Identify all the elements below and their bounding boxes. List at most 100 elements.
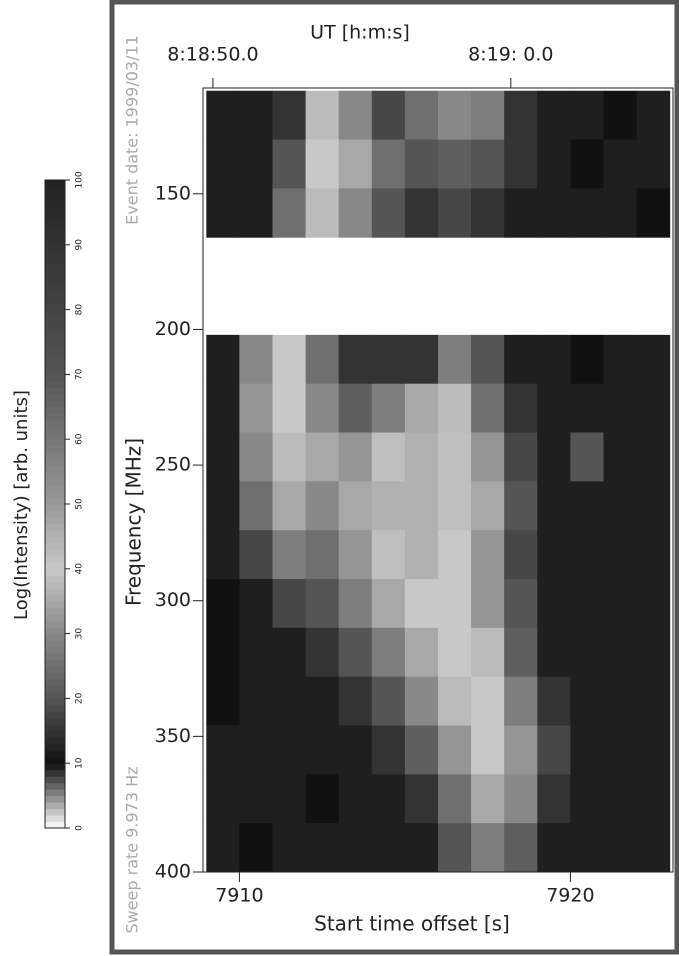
x-tick-label: 7910: [215, 885, 263, 907]
heatmap-cell: [637, 530, 671, 579]
heatmap-cell: [372, 481, 406, 530]
heatmap-cell: [239, 140, 273, 189]
colorbar-step: [45, 180, 65, 187]
heatmap-cell: [273, 384, 307, 433]
colorbar-step: [45, 420, 65, 427]
colorbar-step: [45, 348, 65, 355]
colorbar-step: [45, 666, 65, 673]
heatmap-cell: [273, 579, 307, 628]
y-tick-label: 400: [155, 861, 191, 883]
colorbar-step: [45, 789, 65, 796]
heatmap-cell: [438, 530, 472, 579]
heatmap-cell: [637, 433, 671, 482]
heatmap-cell: [537, 335, 571, 384]
heatmap-cell: [273, 433, 307, 482]
heatmap-cell: [504, 579, 538, 628]
colorbar-step: [45, 271, 65, 278]
heatmap-cell: [339, 140, 373, 189]
heatmap-cell: [239, 726, 273, 775]
colorbar-step: [45, 297, 65, 304]
heatmap-cell: [306, 677, 340, 726]
heatmap-cell: [637, 384, 671, 433]
colorbar-step: [45, 523, 65, 530]
heatmap-cell: [570, 433, 604, 482]
heatmap-cell: [637, 774, 671, 823]
x-tick-label: 7920: [546, 885, 594, 907]
heatmap-cell: [471, 530, 505, 579]
heatmap-cell: [206, 140, 240, 189]
colorbar-step: [45, 822, 65, 829]
heatmap-cell: [537, 433, 571, 482]
heatmap-cell: [504, 628, 538, 677]
colorbar-step: [45, 433, 65, 440]
top-tick-label: 8:18:50.0: [167, 44, 258, 66]
heatmap-cell: [471, 433, 505, 482]
heatmap-cell: [372, 628, 406, 677]
heatmap-cell: [339, 530, 373, 579]
heatmap-cell: [206, 823, 240, 872]
colorbar-step: [45, 582, 65, 589]
sweep-rate: Sweep rate 9.973 Hz: [123, 766, 142, 933]
colorbar-step: [45, 614, 65, 621]
heatmap-cell: [504, 774, 538, 823]
heatmap-cell: [570, 823, 604, 872]
colorbar-tick-label: 10: [75, 757, 85, 769]
colorbar-step: [45, 601, 65, 608]
colorbar-step: [45, 718, 65, 725]
colorbar-step: [45, 802, 65, 809]
colorbar-step: [45, 731, 65, 738]
heatmap-cell: [504, 384, 538, 433]
heatmap-cell: [239, 433, 273, 482]
heatmap-cell: [206, 530, 240, 579]
heatmap-cell: [273, 628, 307, 677]
y-axis-label: Frequency [MHz]: [122, 438, 146, 606]
heatmap-cell: [339, 91, 373, 140]
heatmap-cell: [405, 579, 439, 628]
heatmap-cell: [438, 774, 472, 823]
colorbar-step: [45, 329, 65, 336]
colorbar-tick-label: 90: [75, 239, 85, 251]
heatmap-cell: [405, 433, 439, 482]
heatmap-cell: [206, 726, 240, 775]
colorbar-step: [45, 575, 65, 582]
heatmap-cell: [206, 188, 240, 237]
colorbar-step: [45, 426, 65, 433]
colorbar-step: [45, 316, 65, 323]
heatmap-cell: [273, 335, 307, 384]
heatmap-cell: [603, 384, 637, 433]
colorbar-step: [45, 478, 65, 485]
heatmap-cell: [471, 91, 505, 140]
heatmap-cell: [471, 823, 505, 872]
colorbar-step: [45, 323, 65, 330]
heatmap-cell: [372, 726, 406, 775]
colorbar-step: [45, 284, 65, 291]
heatmap-cell: [239, 91, 273, 140]
colorbar-step: [45, 685, 65, 692]
heatmap-cell: [471, 774, 505, 823]
heatmap-cell: [537, 530, 571, 579]
heatmap-cell: [206, 384, 240, 433]
colorbar-step: [45, 608, 65, 615]
colorbar-step: [45, 672, 65, 679]
heatmap-cell: [273, 677, 307, 726]
heatmap-cell: [537, 579, 571, 628]
heatmap-cell: [603, 530, 637, 579]
heatmap-cell: [405, 823, 439, 872]
colorbar-step: [45, 277, 65, 284]
heatmap-cell: [306, 140, 340, 189]
heatmap-cell: [537, 91, 571, 140]
heatmap-cell: [339, 188, 373, 237]
colorbar-step: [45, 336, 65, 343]
colorbar-step: [45, 640, 65, 647]
colorbar-tick-label: 50: [75, 498, 85, 510]
heatmap-cell: [273, 823, 307, 872]
heatmap-cell: [603, 774, 637, 823]
colorbar-step: [45, 504, 65, 511]
colorbar-step: [45, 238, 65, 245]
colorbar-step: [45, 510, 65, 517]
heatmap-cell: [273, 91, 307, 140]
heatmap-cell: [239, 384, 273, 433]
colorbar-step: [45, 498, 65, 505]
colorbar-step: [45, 621, 65, 628]
heatmap-cell: [372, 530, 406, 579]
